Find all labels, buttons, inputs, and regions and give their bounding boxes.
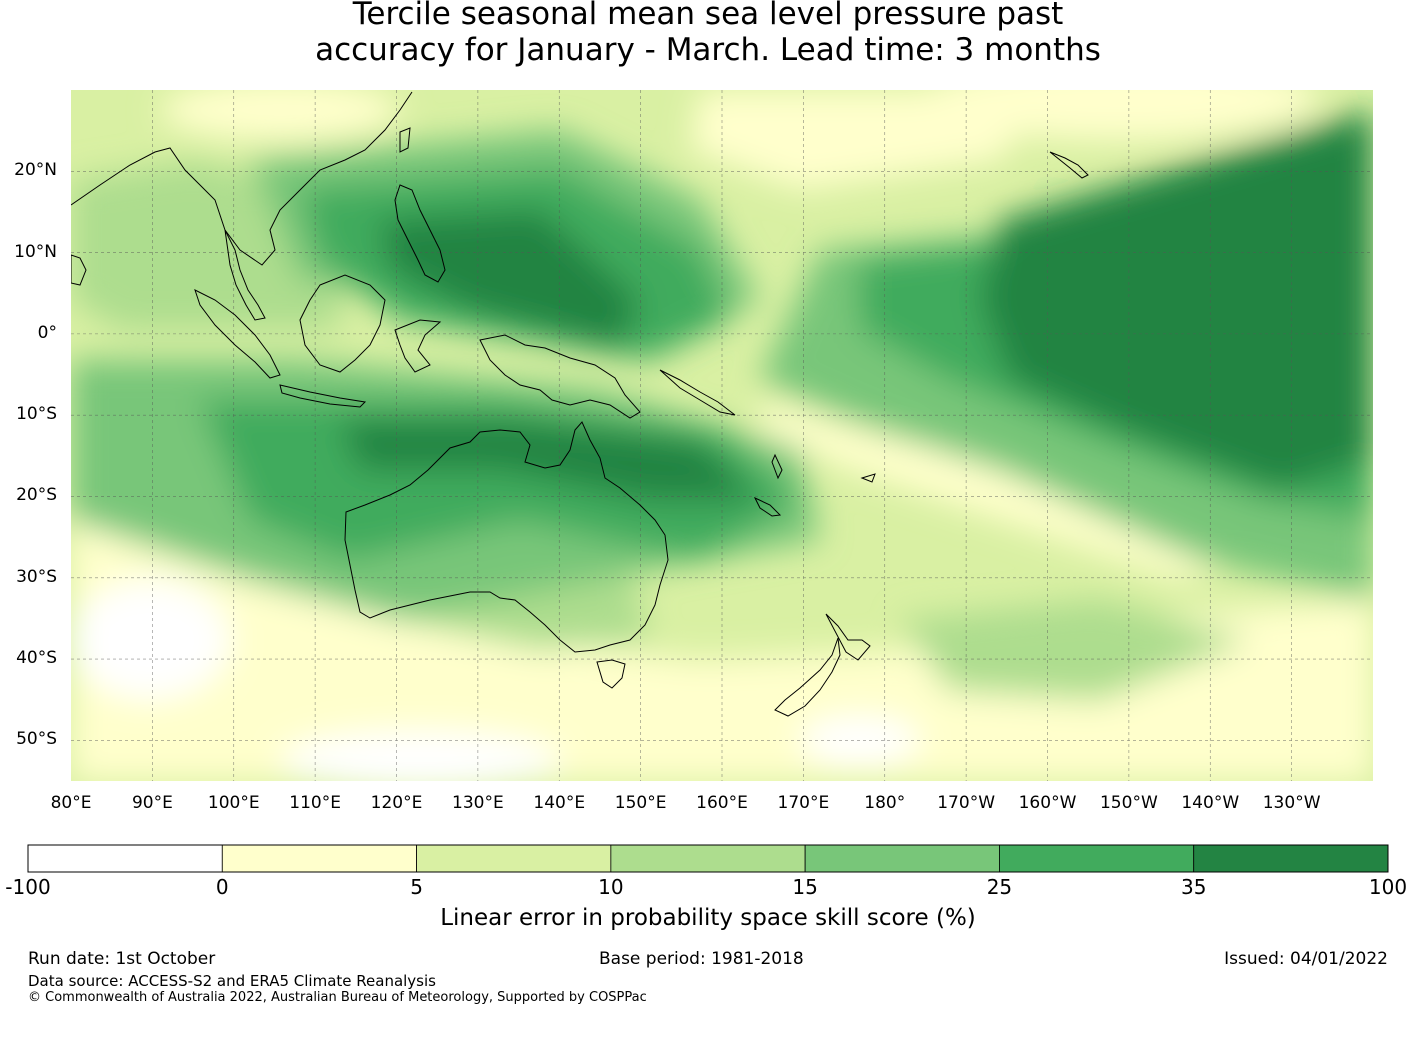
lat-label: 10°S: [16, 404, 57, 425]
colorbar-label: Linear error in probability space skill …: [440, 905, 976, 931]
lon-label: 130°W: [1262, 793, 1321, 813]
lon-label: 120°E: [370, 793, 423, 813]
colorbar-bin: [610, 844, 806, 873]
colorbar: [27, 844, 1389, 873]
lon-label: 180°: [864, 793, 906, 813]
solomon-islands-coastline: [659, 369, 736, 416]
lon-label: 140°E: [533, 793, 586, 813]
fiji-coastline: [860, 473, 876, 483]
borneo-coastline: [299, 274, 386, 373]
title-line-2: accuracy for January - March. Lead time:…: [315, 32, 1101, 68]
coastlines: [71, 91, 1089, 717]
run-date: Run date: 1st October: [28, 949, 216, 969]
lon-label: 160°E: [696, 793, 748, 813]
lon-label: 130°E: [452, 793, 504, 813]
lon-label: 160°W: [1018, 793, 1077, 813]
philippines-coastline: [394, 184, 446, 283]
colorbar-tick: 10: [598, 875, 624, 899]
base-period: Base period: 1981-2018: [599, 949, 804, 969]
colorbar-frame: [27, 844, 1389, 873]
lon-label: 80°E: [50, 793, 92, 813]
colorbar-bin: [416, 844, 612, 873]
colorbar-tick: 0: [215, 875, 229, 899]
skill-band-spcz-low: [760, 400, 1240, 580]
skill-region-negative-west: [71, 580, 230, 700]
sulawesi-coastline: [394, 319, 442, 373]
copyright: © Commonwealth of Australia 2022, Austra…: [28, 990, 647, 1005]
hawaii-coastline: [1049, 151, 1089, 179]
malay-peninsula-coastline: [224, 229, 266, 321]
skill-region-nw-low: [160, 90, 400, 140]
colorbar-bin: [221, 844, 417, 873]
new-zealand-south-coastline: [774, 637, 841, 717]
lat-label: 20°S: [16, 485, 57, 506]
new-zealand-north-coastline: [825, 613, 871, 661]
new-caledonia-coastline: [753, 496, 782, 517]
colorbar-tick: 5: [410, 875, 423, 899]
colorbar-bin: [999, 844, 1195, 873]
australia-coastline: [344, 421, 669, 653]
lon-label: 90°E: [131, 793, 173, 813]
vanuatu-coastline: [771, 453, 783, 480]
issued-date: Issued: 04/01/2022: [1224, 949, 1388, 969]
lon-label: 140°W: [1181, 793, 1240, 813]
colorbar-tick: -100: [5, 875, 51, 899]
asia-mainland-coastline: [71, 91, 413, 266]
lat-label: 40°S: [16, 648, 57, 669]
colorbar-tick: 15: [792, 875, 818, 899]
skill-region-negative-south: [280, 730, 560, 781]
skill-region-negative-nz-south: [800, 715, 920, 765]
colorbar-bin: [27, 844, 223, 873]
skill-region-tasman-east: [900, 600, 1250, 700]
skill-region-east-pacific-high: [980, 110, 1373, 490]
lat-label: 30°S: [16, 566, 57, 587]
lon-label: 170°E: [777, 793, 830, 813]
skill-region-coral-arafura-high: [340, 420, 760, 500]
data-source: Data source: ACCESS-S2 and ERA5 Climate …: [28, 972, 436, 990]
lat-label: 20°N: [14, 160, 57, 181]
lat-label: 50°S: [16, 729, 57, 750]
skill-region-ne-low: [920, 90, 1320, 140]
lon-label: 170°W: [937, 793, 996, 813]
sri-lanka-coastline: [71, 254, 87, 286]
lon-label: 150°E: [614, 793, 667, 813]
colorbar-bin: [1193, 844, 1389, 873]
skill-field: [71, 90, 1373, 781]
new-guinea-coastline: [479, 334, 641, 419]
colorbar-tick: 25: [986, 875, 1013, 899]
lon-label: 110°E: [289, 793, 341, 813]
colorbar-bin: [804, 844, 1000, 873]
lon-label: 100°E: [207, 793, 260, 813]
sumatra-coastline: [194, 289, 281, 379]
lat-label: 0°: [37, 322, 57, 343]
java-coastline: [279, 384, 367, 408]
chart-title: Tercile seasonal mean sea level pressure…: [0, 0, 1416, 68]
lat-label: 10°N: [14, 241, 57, 262]
graticule: [71, 90, 1373, 781]
colorbar-tick: 35: [1180, 875, 1207, 899]
skill-region-philippine-sea-high: [380, 210, 640, 350]
taiwan-coastline: [399, 127, 411, 153]
lon-label: 150°W: [1099, 793, 1158, 813]
tasmania-coastline: [596, 659, 626, 689]
title-line-1: Tercile seasonal mean sea level pressure…: [352, 0, 1064, 32]
colorbar-tick: 100: [1368, 875, 1408, 899]
